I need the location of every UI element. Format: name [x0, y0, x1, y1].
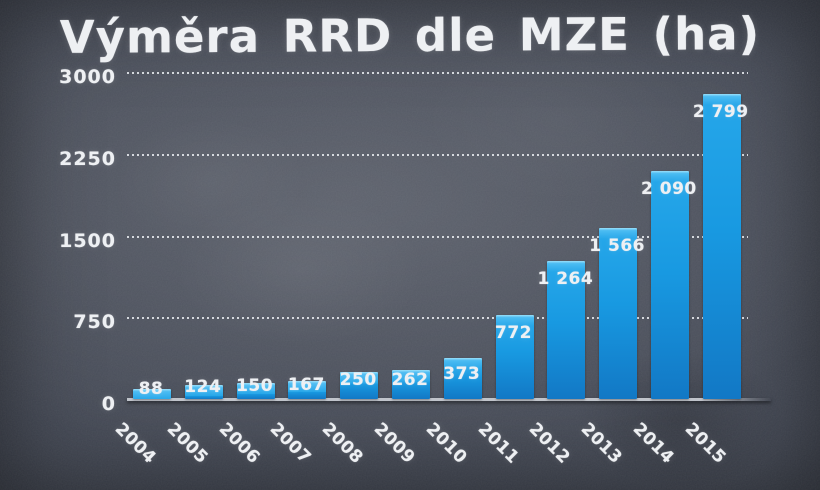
bar-value-label: 2 799 — [692, 101, 749, 122]
bar-value-label: 1 566 — [589, 236, 645, 257]
bar-2014 — [650, 171, 689, 399]
gridline-2250 — [127, 153, 748, 156]
x-tick-label: 2006 — [214, 419, 264, 469]
y-tick-label: 0 — [101, 393, 116, 415]
x-tick-label: 2015 — [680, 419, 730, 469]
bar-value-label: 2 090 — [641, 179, 697, 200]
y-tick-label: 750 — [73, 311, 116, 334]
bar-value-label: 250 — [339, 370, 377, 391]
y-tick-label: 1500 — [59, 229, 116, 252]
x-tick-label: 2005 — [162, 419, 212, 469]
y-tick-label: 2250 — [59, 147, 116, 170]
bar-value-label: 1 264 — [537, 269, 594, 290]
x-tick-label: 2008 — [318, 419, 368, 469]
y-tick-label: 3000 — [59, 66, 116, 88]
x-tick-label: 2009 — [369, 419, 419, 469]
bar-value-label: 373 — [443, 363, 481, 384]
bar-value-label: 124 — [184, 377, 222, 398]
bar-value-label: 772 — [495, 322, 533, 343]
bar-value-label: 88 — [138, 379, 164, 400]
chart-title: Výměra RRD dle MZE (ha) — [59, 7, 761, 64]
x-tick-label: 2013 — [576, 419, 626, 469]
x-tick-label: 2010 — [421, 419, 471, 469]
bar-value-label: 167 — [287, 374, 325, 395]
bar-value-label: 150 — [236, 375, 274, 396]
x-tick-label: 2012 — [525, 419, 575, 469]
x-tick-label: 2014 — [628, 419, 678, 469]
bar-2015 — [702, 93, 741, 399]
gridline-3000 — [127, 72, 748, 74]
x-tick-label: 2007 — [266, 419, 316, 469]
bar-value-label: 262 — [391, 369, 429, 390]
x-tick-label: 2011 — [473, 419, 523, 469]
x-tick-label: 2004 — [110, 419, 160, 469]
